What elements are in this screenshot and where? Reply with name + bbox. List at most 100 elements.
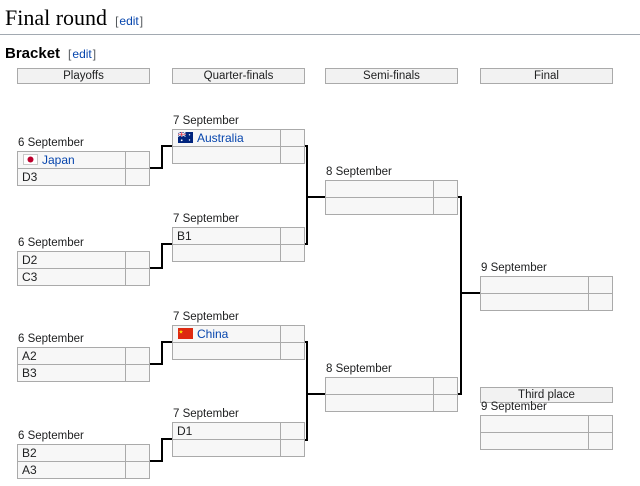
match-box xyxy=(480,276,613,311)
team-name xyxy=(326,395,433,411)
team-name: D2 xyxy=(22,253,38,267)
score-cell xyxy=(588,433,612,449)
team-link-australia[interactable]: Australia xyxy=(197,131,244,145)
bracket-connector xyxy=(150,167,163,169)
team-row: D3 xyxy=(18,168,149,185)
team-name xyxy=(481,416,588,432)
match-date: 6 September xyxy=(18,137,84,149)
team-row xyxy=(481,293,612,310)
match-box: China xyxy=(172,325,305,360)
team-row: B2 xyxy=(18,445,149,461)
bracket-connector xyxy=(150,460,163,462)
match-semifinal-1: 8 September xyxy=(325,166,458,215)
section-title-text: Bracket xyxy=(5,45,61,62)
team-row xyxy=(326,394,457,411)
score-cell xyxy=(280,440,304,456)
team-name xyxy=(481,294,588,310)
match-date: 6 September xyxy=(18,333,84,345)
bracket-connector xyxy=(306,393,325,395)
team-name: C3 xyxy=(22,270,38,284)
team-row: Australia xyxy=(173,130,304,146)
tournament-bracket: Playoffs Quarter-finals Semi-finals Fina… xyxy=(0,62,640,486)
edit-bracket-open: [ xyxy=(115,14,119,28)
team-row: D2 xyxy=(18,252,149,268)
match-date: 6 September xyxy=(18,430,84,442)
round-header-semifinals: Semi-finals xyxy=(325,68,458,84)
match-playoff-3: 6 September A2 B3 xyxy=(17,333,150,382)
match-box: B2 A3 xyxy=(17,444,150,479)
edit-link[interactable]: edit xyxy=(119,14,139,28)
match-box: Australia xyxy=(172,129,305,164)
section-title: Bracket [edit] xyxy=(5,45,640,62)
score-cell xyxy=(433,181,457,197)
page-title: Final round [edit] xyxy=(0,0,640,35)
match-box xyxy=(480,415,613,450)
team-name xyxy=(481,433,588,449)
match-box: Japan D3 xyxy=(17,151,150,186)
team-name xyxy=(481,277,588,293)
score-cell xyxy=(125,462,149,478)
bracket-connector xyxy=(306,341,308,441)
team-name: D1 xyxy=(177,424,193,438)
team-row: D1 xyxy=(173,423,304,439)
score-cell xyxy=(588,294,612,310)
team-row xyxy=(173,439,304,456)
edit-bracket-close: ] xyxy=(92,47,97,61)
score-cell xyxy=(125,445,149,461)
match-box xyxy=(325,180,458,215)
match-box: B1 xyxy=(172,227,305,262)
team-link-china[interactable]: China xyxy=(197,327,229,341)
score-cell xyxy=(280,228,304,244)
match-quarterfinal-3: 7 September China xyxy=(172,311,305,360)
team-name xyxy=(173,343,280,359)
team-name xyxy=(326,198,433,214)
team-name: A3 xyxy=(22,463,37,477)
team-name: China xyxy=(173,326,280,342)
edit-bracket-open: [ xyxy=(68,47,72,61)
third-place-header: Third place xyxy=(480,387,613,403)
score-cell xyxy=(280,130,304,146)
bracket-connector xyxy=(161,145,163,169)
team-row: C3 xyxy=(18,268,149,285)
match-date: 9 September xyxy=(481,262,547,274)
team-row xyxy=(173,244,304,261)
match-quarterfinal-1: 7 September Australia xyxy=(172,115,305,164)
edit-link[interactable]: edit xyxy=(72,47,92,61)
bracket-connector xyxy=(306,196,325,198)
match-playoff-2: 6 September D2 C3 xyxy=(17,237,150,286)
score-cell xyxy=(588,277,612,293)
team-row xyxy=(481,416,612,432)
japan-flag-icon xyxy=(23,154,38,165)
team-row: B3 xyxy=(18,364,149,381)
team-row: Japan xyxy=(18,152,149,168)
round-header-playoffs: Playoffs xyxy=(17,68,150,84)
page-title-text: Final round xyxy=(5,5,108,30)
match-third-place: 9 September xyxy=(480,401,613,450)
bracket-connector xyxy=(150,363,163,365)
match-date: 7 September xyxy=(173,115,239,127)
round-header-final: Final xyxy=(480,68,613,84)
match-box: D1 xyxy=(172,422,305,457)
team-name xyxy=(173,440,280,456)
edit-bracket-close: ] xyxy=(139,14,144,28)
team-row xyxy=(173,146,304,163)
team-row xyxy=(481,277,612,293)
match-date: 8 September xyxy=(326,363,392,375)
edit-section: [edit] xyxy=(115,14,143,28)
match-box: D2 C3 xyxy=(17,251,150,286)
team-link-japan[interactable]: Japan xyxy=(42,153,75,167)
team-row: A2 xyxy=(18,348,149,364)
bracket-connector xyxy=(306,145,308,245)
match-date: 8 September xyxy=(326,166,392,178)
team-name xyxy=(173,245,280,261)
match-date: 6 September xyxy=(18,237,84,249)
match-date: 7 September xyxy=(173,213,239,225)
score-cell xyxy=(433,395,457,411)
score-cell xyxy=(280,326,304,342)
team-row xyxy=(326,181,457,197)
edit-section: [edit] xyxy=(68,47,96,61)
bracket-connector xyxy=(460,292,480,294)
team-name: B3 xyxy=(22,366,37,380)
score-cell xyxy=(125,152,149,168)
match-quarterfinal-4: 7 September D1 xyxy=(172,408,305,457)
